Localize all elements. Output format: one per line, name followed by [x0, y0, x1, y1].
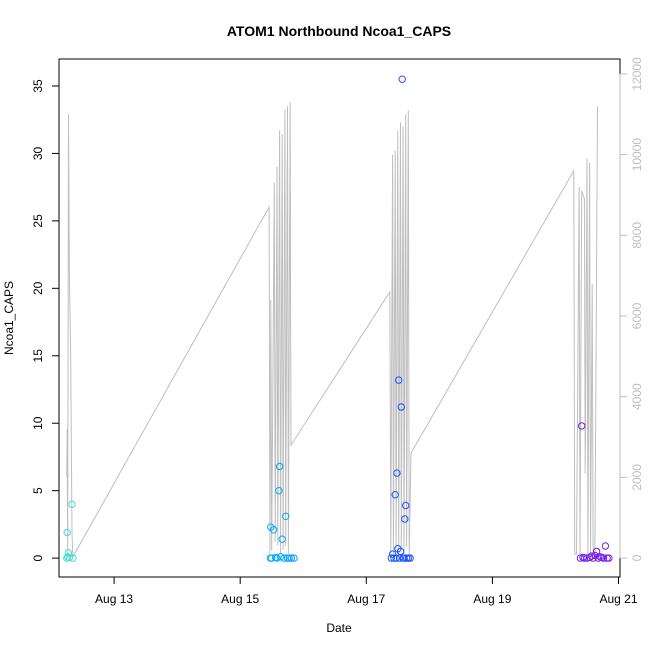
y-tick-label: 30	[31, 146, 45, 160]
y-axis-label: Ncoa1_CAPS	[2, 281, 16, 355]
plot-frame	[58, 58, 621, 578]
y2-tick-label: 10000	[630, 138, 644, 172]
data-point	[592, 547, 601, 556]
data-point	[282, 512, 290, 520]
data-point	[594, 554, 603, 562]
data-point	[390, 554, 398, 562]
right-axis-series-layer	[66, 102, 598, 559]
data-point	[391, 491, 399, 499]
y2-tick-label: 0	[630, 554, 644, 561]
y-tick-label: 10	[31, 416, 45, 430]
data-point	[275, 462, 284, 471]
data-point	[63, 528, 71, 537]
y-tick-label: 20	[31, 281, 45, 295]
data-point	[69, 554, 77, 562]
y2-tick-label: 6000	[630, 302, 644, 329]
data-point	[605, 554, 613, 562]
data-point	[599, 554, 608, 562]
data-point	[395, 376, 403, 384]
y-tick-label: 25	[31, 214, 45, 228]
data-point	[406, 554, 414, 562]
data-point	[601, 542, 610, 550]
y2-tick-label: 12000	[630, 57, 644, 91]
data-point	[587, 552, 596, 560]
x-tick-label: Aug 13	[95, 592, 133, 606]
y-tick-label: 0	[31, 554, 45, 561]
data-point	[392, 554, 400, 562]
y-tick-label: 15	[31, 349, 45, 363]
data-point	[270, 526, 278, 534]
data-point	[393, 469, 401, 477]
y-axis-right: 0 2000 4000 6000 8000 10000 12000	[619, 57, 644, 561]
data-point	[68, 500, 76, 508]
x-tick-label: Aug 15	[221, 592, 259, 606]
y2-tick-label: 2000	[630, 464, 644, 491]
data-point	[387, 554, 395, 562]
data-point	[402, 501, 410, 510]
y2-tick-label: 8000	[630, 222, 644, 249]
scatter-points-layer	[63, 75, 613, 562]
data-point	[285, 554, 293, 562]
data-point	[401, 515, 409, 523]
chart-title: ATOM1 Northbound Ncoa1_CAPS	[227, 23, 451, 39]
x-tick-label: Aug 17	[347, 592, 385, 606]
x-axis-label: Date	[326, 621, 352, 635]
data-point	[397, 403, 405, 411]
x-tick-label: Aug 19	[473, 592, 511, 606]
data-point	[398, 75, 406, 83]
y-tick-label: 35	[31, 79, 45, 93]
data-point	[280, 554, 288, 562]
data-point	[278, 535, 286, 543]
data-point	[273, 554, 281, 562]
data-point	[578, 422, 586, 430]
data-point	[396, 547, 405, 556]
data-point	[580, 554, 589, 562]
y-tick-label: 5	[31, 487, 45, 494]
x-axis: Aug 13 Aug 15 Aug 17 Aug 19 Aug 21	[95, 576, 638, 606]
data-point	[268, 554, 276, 562]
data-point	[276, 553, 285, 561]
data-point	[287, 554, 296, 562]
data-point	[64, 549, 73, 557]
y-axis-left: 0 5 10 15 20 25 30 35	[31, 79, 60, 561]
x-tick-label: Aug 21	[599, 592, 637, 606]
y2-tick-label: 4000	[630, 383, 644, 410]
data-point	[290, 554, 298, 562]
data-point	[275, 487, 283, 495]
series-line	[66, 102, 598, 559]
data-point	[65, 553, 74, 562]
